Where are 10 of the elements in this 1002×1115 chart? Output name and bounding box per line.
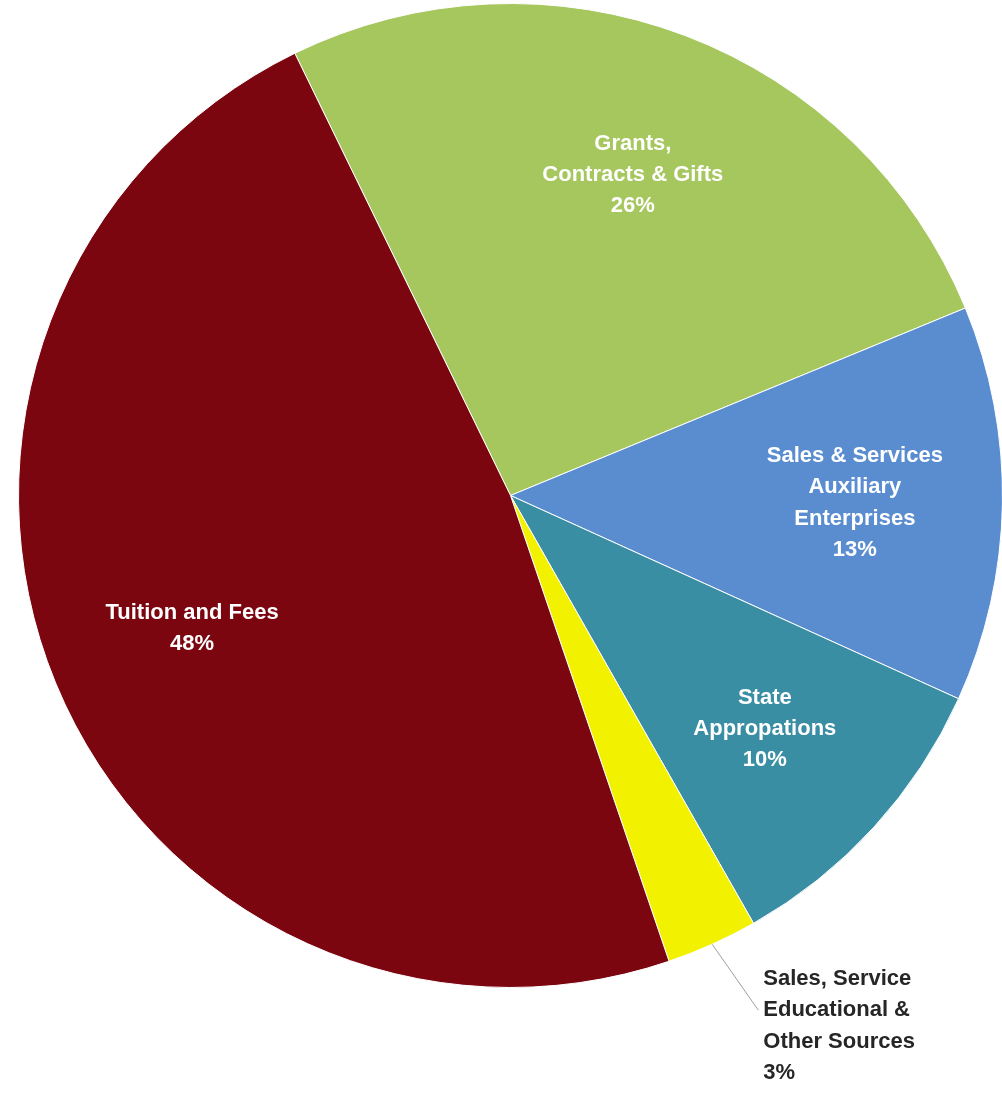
- data-label: 10%: [742, 746, 787, 772]
- slice-label: Grants, Contracts & Gifts: [542, 129, 724, 187]
- slice-label: Sales & Services Auxiliary Enterprises: [766, 442, 943, 530]
- data-label: 13%: [832, 535, 877, 561]
- slice-label: Sales, Service Educational & Other Sources: [763, 965, 915, 1053]
- slice-label: State Appropations: [693, 683, 837, 741]
- slice-label: Tuition and Fees: [105, 598, 279, 624]
- data-label: 3%: [763, 1058, 796, 1084]
- data-label: 48%: [170, 629, 215, 655]
- data-label: 26%: [610, 192, 655, 218]
